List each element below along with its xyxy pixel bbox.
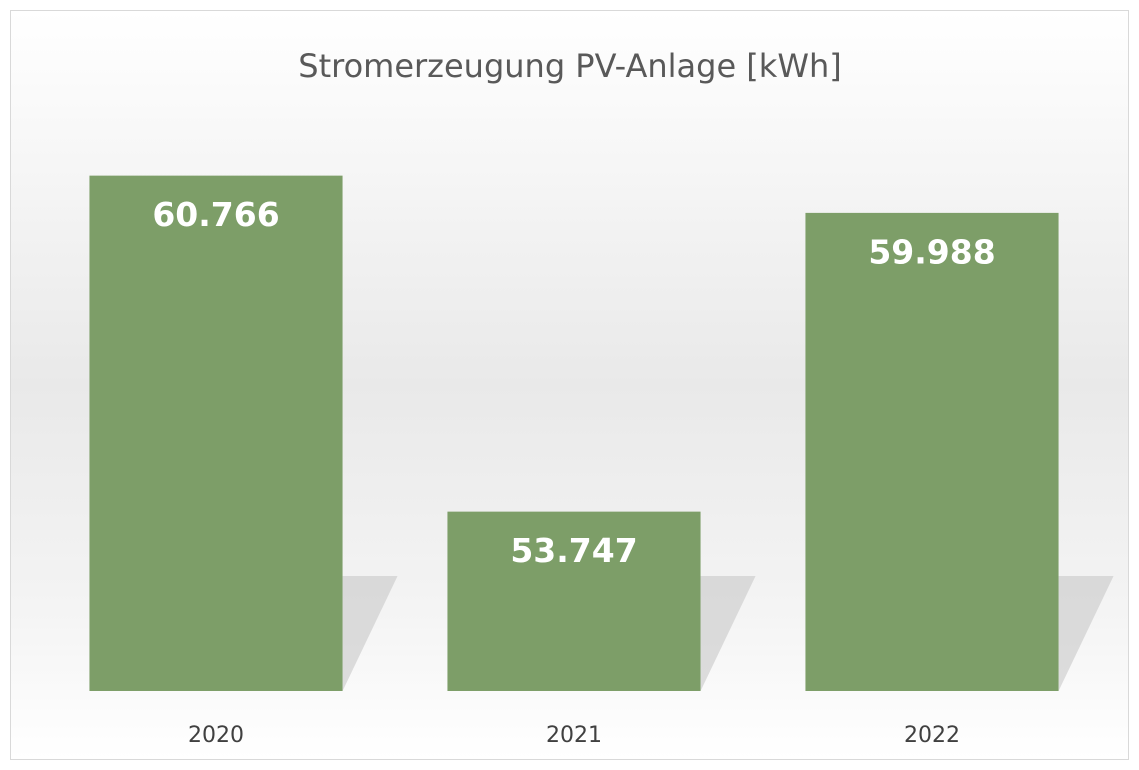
bar <box>805 212 1059 691</box>
chart-title: Stromerzeugung PV-Anlage [kWh] <box>298 47 841 85</box>
x-tick-label: 2021 <box>546 723 602 748</box>
bar <box>447 511 701 691</box>
data-label: 53.747 <box>510 531 637 570</box>
bar-shadow <box>342 576 398 691</box>
bar-shadow <box>700 576 756 691</box>
bar <box>89 175 343 692</box>
data-label: 60.766 <box>152 195 279 234</box>
x-tick-label: 2020 <box>188 723 244 748</box>
bar-shadow <box>1058 576 1114 691</box>
data-label: 59.988 <box>868 232 995 271</box>
x-tick-label: 2022 <box>904 723 960 748</box>
